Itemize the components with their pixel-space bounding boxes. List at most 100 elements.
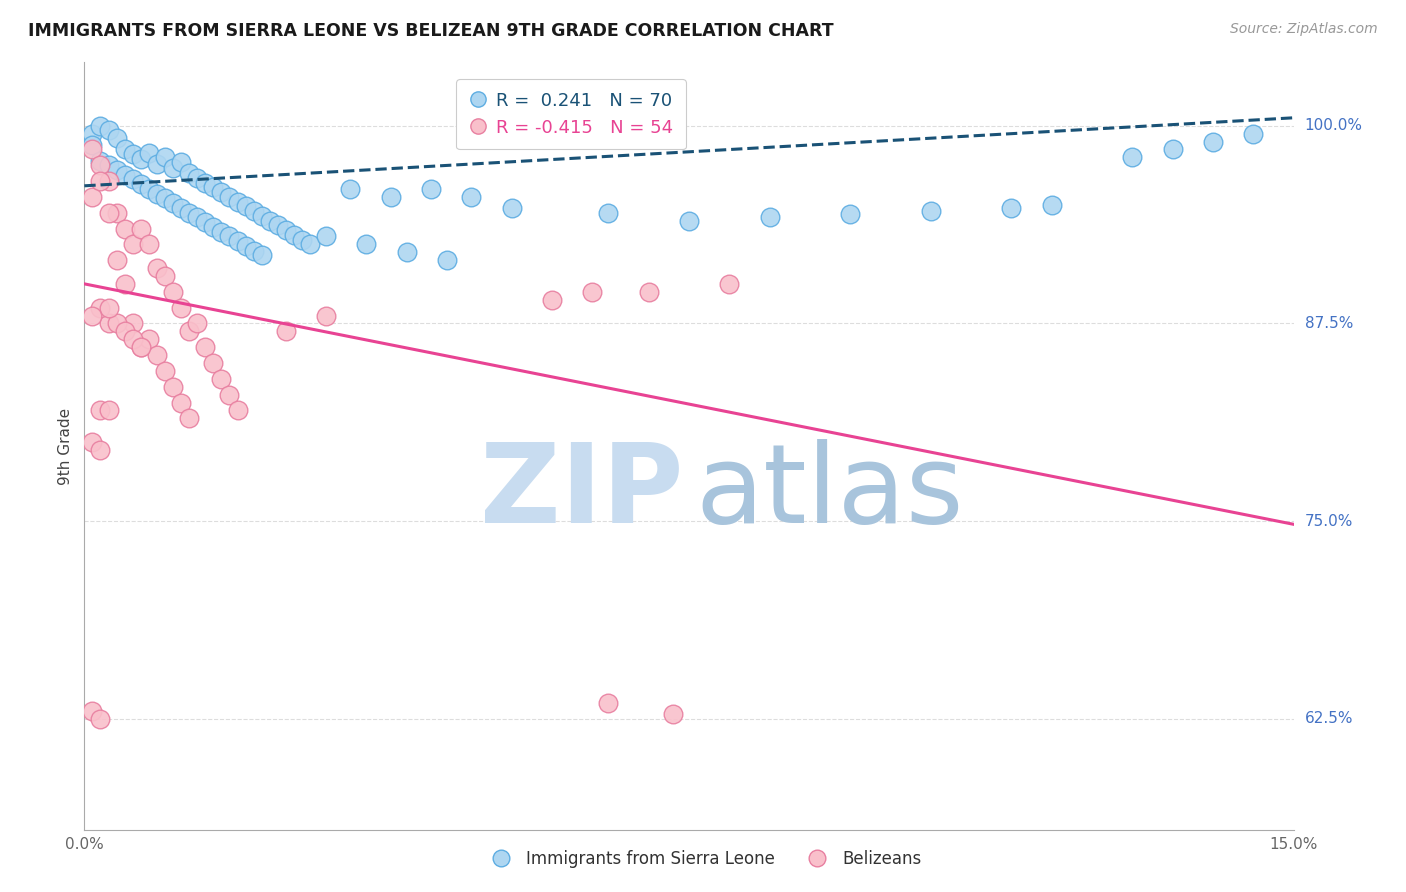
Legend: Immigrants from Sierra Leone, Belizeans: Immigrants from Sierra Leone, Belizeans [478, 844, 928, 875]
Point [89, 403, 111, 417]
Point [162, 380, 184, 394]
Point [129, 340, 152, 354]
Point [82, 309, 104, 323]
Point [179, 324, 201, 338]
Point [97, 301, 120, 315]
Point [267, 219, 290, 233]
Point [209, 225, 232, 239]
Text: IMMIGRANTS FROM SIERRA LEONE VS BELIZEAN 9TH GRADE CORRELATION CHART: IMMIGRANTS FROM SIERRA LEONE VS BELIZEAN… [28, 22, 834, 40]
Point [179, 411, 201, 425]
Point [114, 324, 136, 338]
Point [129, 340, 152, 354]
Point [460, 190, 482, 204]
Point [598, 696, 620, 710]
Point [226, 194, 249, 209]
Point [170, 395, 193, 409]
Point [129, 152, 152, 166]
Point [259, 213, 281, 227]
Point [1161, 143, 1184, 157]
Point [209, 372, 232, 386]
Point [121, 317, 143, 331]
Point [315, 229, 337, 244]
Point [420, 182, 443, 196]
Point [202, 180, 225, 194]
Point [146, 261, 169, 276]
Point [97, 123, 120, 137]
Point [82, 137, 104, 152]
Point [1000, 201, 1022, 215]
Point [218, 229, 240, 244]
Point [315, 309, 337, 323]
Point [299, 237, 322, 252]
Text: 75.0%: 75.0% [1305, 514, 1353, 529]
Point [758, 211, 780, 225]
Point [114, 168, 136, 182]
Point [186, 211, 208, 225]
Point [105, 317, 128, 331]
Point [82, 190, 104, 204]
Point [202, 219, 225, 234]
Point [179, 166, 201, 180]
Point [356, 237, 378, 252]
Point [146, 156, 169, 170]
Point [202, 356, 225, 370]
Point [97, 174, 120, 188]
Text: Source: ZipAtlas.com: Source: ZipAtlas.com [1230, 22, 1378, 37]
Point [436, 253, 458, 268]
Point [274, 324, 297, 338]
Point [1241, 127, 1264, 141]
Point [194, 176, 217, 190]
Point [186, 317, 208, 331]
Point [283, 227, 305, 242]
Point [146, 348, 169, 362]
Point [89, 712, 111, 726]
Point [138, 145, 160, 160]
Point [235, 239, 257, 253]
Point [250, 209, 273, 223]
Point [162, 285, 184, 299]
Text: ZIP: ZIP [479, 439, 683, 546]
Point [250, 248, 273, 262]
Point [138, 332, 160, 346]
Point [598, 205, 620, 219]
Point [114, 221, 136, 235]
Point [242, 204, 264, 219]
Point [226, 234, 249, 248]
Point [97, 205, 120, 219]
Point [1121, 150, 1143, 164]
Point [839, 207, 862, 221]
Point [153, 150, 176, 164]
Text: 62.5%: 62.5% [1305, 711, 1353, 726]
Point [97, 158, 120, 172]
Point [82, 143, 104, 157]
Text: 87.5%: 87.5% [1305, 316, 1353, 331]
Point [1202, 135, 1225, 149]
Point [1040, 198, 1063, 212]
Point [105, 131, 128, 145]
Y-axis label: 9th Grade: 9th Grade [58, 408, 73, 484]
Point [97, 317, 120, 331]
Point [920, 204, 942, 219]
Point [114, 143, 136, 157]
Point [194, 215, 217, 229]
Text: atlas: atlas [695, 439, 963, 546]
Text: 100.0%: 100.0% [1305, 119, 1362, 133]
Point [581, 285, 603, 299]
Point [209, 185, 232, 199]
Point [235, 199, 257, 213]
Point [179, 205, 201, 219]
Point [637, 285, 659, 299]
Point [82, 704, 104, 718]
Point [162, 161, 184, 176]
Legend: R =  0.241   N = 70, R = -0.415   N = 54: R = 0.241 N = 70, R = -0.415 N = 54 [456, 79, 686, 150]
Point [718, 277, 741, 291]
Point [121, 172, 143, 186]
Point [105, 253, 128, 268]
Point [153, 191, 176, 205]
Point [138, 237, 160, 252]
Point [274, 223, 297, 237]
Point [121, 332, 143, 346]
Point [170, 201, 193, 215]
Point [501, 201, 523, 215]
Point [89, 158, 111, 172]
